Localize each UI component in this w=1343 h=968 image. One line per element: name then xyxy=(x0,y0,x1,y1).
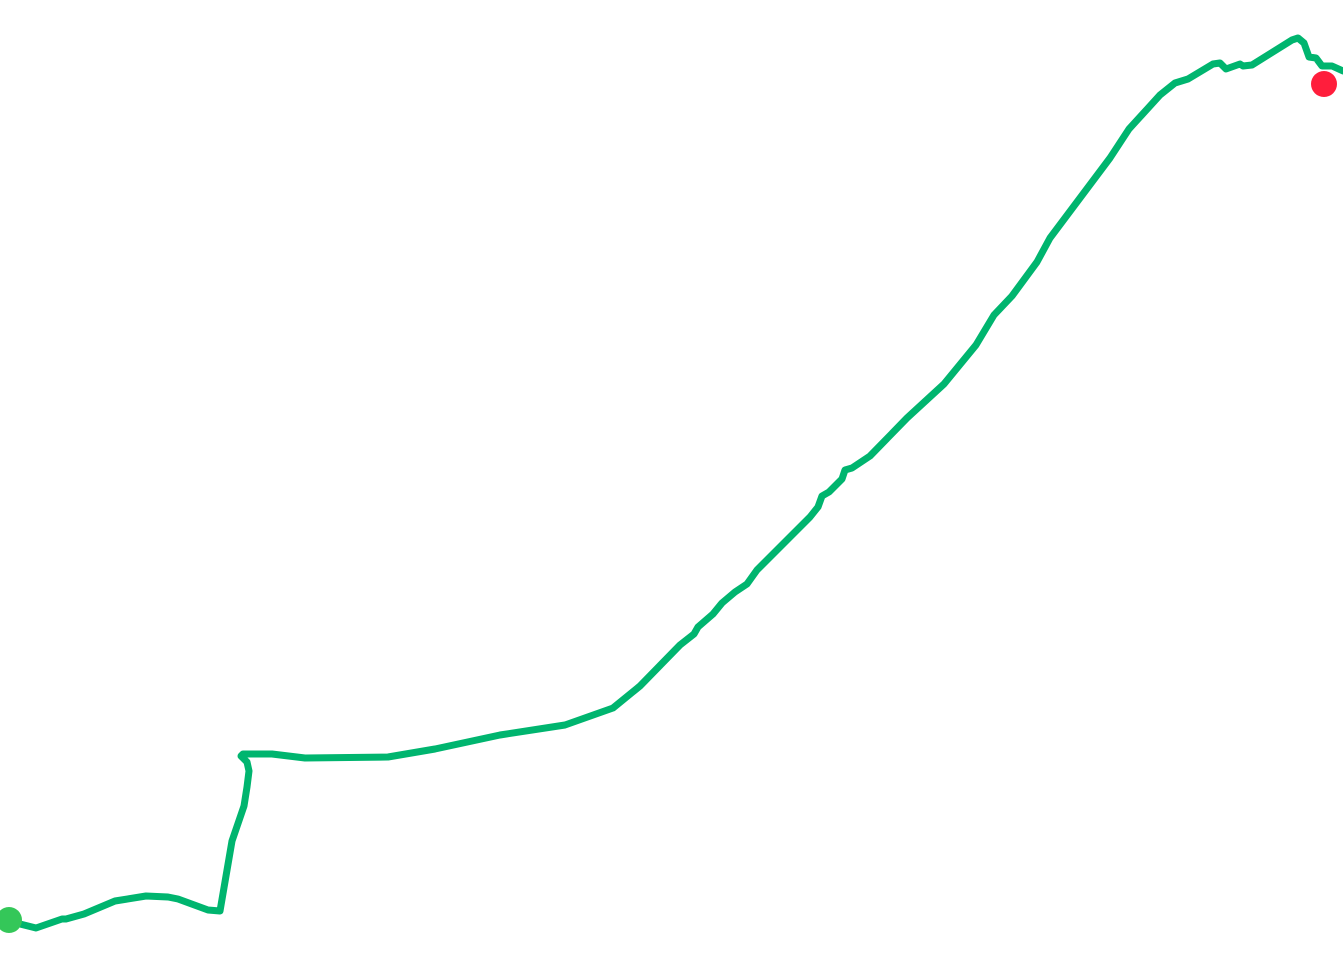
end-point-marker-icon[interactable] xyxy=(1311,71,1337,97)
start-point-marker-icon[interactable] xyxy=(0,907,22,933)
route-track-line xyxy=(4,34,1343,932)
